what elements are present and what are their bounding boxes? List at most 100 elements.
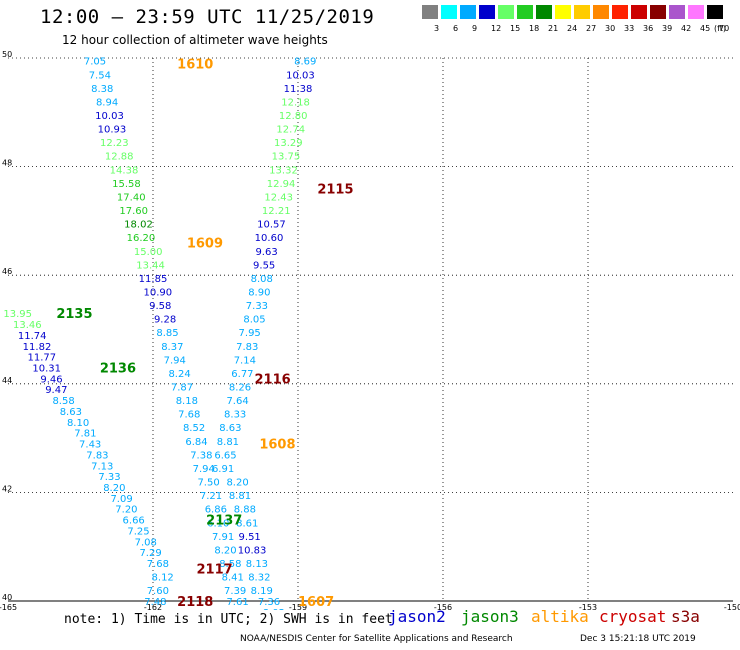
wave-height-value: 7.54 bbox=[89, 70, 111, 81]
wave-height-value: 8.20 bbox=[103, 483, 125, 494]
scale-label: 30 bbox=[605, 24, 616, 33]
scale-label: 18 bbox=[529, 24, 540, 33]
wave-height-value: 6.66 bbox=[123, 516, 145, 527]
chart-title: 12:00 – 23:59 UTC 11/25/2019 bbox=[40, 6, 375, 28]
pass-label: 2118 bbox=[177, 595, 213, 610]
wave-height-value: 12.23 bbox=[100, 138, 129, 149]
wave-height-value: 10.31 bbox=[32, 364, 61, 375]
scale-swatch bbox=[498, 5, 514, 19]
wave-height-value: 8.24 bbox=[168, 369, 190, 380]
wave-height-value: 9.46 bbox=[40, 374, 62, 385]
wave-height-value: 8.20 bbox=[214, 545, 236, 556]
wave-height-value: 7.95 bbox=[239, 328, 261, 339]
scale-label: 36 bbox=[643, 24, 654, 33]
wave-height-value: 7.14 bbox=[234, 355, 256, 366]
chart-subtitle: 12 hour collection of altimeter wave hei… bbox=[62, 33, 328, 47]
x-tick-label: -150 bbox=[724, 603, 740, 610]
wave-height-value: 8.90 bbox=[248, 287, 270, 298]
x-tick-label: -159 bbox=[289, 603, 307, 610]
scale-swatch bbox=[536, 5, 552, 19]
scale-swatch bbox=[460, 5, 476, 19]
wave-height-value: 7.29 bbox=[139, 548, 161, 559]
wave-height-value: 13.32 bbox=[269, 165, 298, 176]
pass-label: 1610 bbox=[177, 57, 213, 72]
wave-height-value: 7.25 bbox=[127, 526, 149, 537]
wave-height-value: 8.37 bbox=[161, 342, 183, 353]
units-note: note: 1) Time is in UTC; 2) SWH is in fe… bbox=[64, 612, 393, 627]
y-tick-label: 44 bbox=[2, 376, 12, 385]
scale-label: 70 bbox=[719, 24, 730, 33]
wave-height-value: 17.40 bbox=[117, 192, 146, 203]
wave-height-value: 7.05 bbox=[84, 57, 106, 68]
scale-swatch bbox=[593, 5, 609, 19]
wave-height-value: 10.60 bbox=[255, 233, 284, 244]
wave-height-value: 16.20 bbox=[127, 233, 156, 244]
wave-height-value: 17.60 bbox=[119, 206, 148, 217]
wave-height-value: 18.02 bbox=[124, 220, 153, 231]
scale-label: 42 bbox=[681, 24, 692, 33]
wave-height-value: 8.10 bbox=[67, 418, 89, 429]
wave-height-value: 10.03 bbox=[286, 70, 315, 81]
wave-height-value: 7.09 bbox=[110, 494, 132, 505]
wave-height-value: 7.91 bbox=[212, 532, 234, 543]
scale-swatch bbox=[574, 5, 590, 19]
wave-height-value: 8.19 bbox=[251, 586, 273, 597]
wave-height-value: 12.80 bbox=[279, 111, 308, 122]
wave-height-value: 10.57 bbox=[257, 220, 286, 231]
wave-height-value: 11.77 bbox=[28, 353, 57, 364]
scale-label: 12 bbox=[491, 24, 502, 33]
pass-label: 1607 bbox=[298, 595, 334, 610]
wave-height-value: 6.91 bbox=[212, 464, 234, 475]
scale-swatch bbox=[422, 5, 438, 19]
wave-height-value: 13.75 bbox=[272, 152, 301, 163]
scale-swatch bbox=[612, 5, 628, 19]
wave-height-value: 7.13 bbox=[91, 461, 113, 472]
wave-height-value: 8.08 bbox=[251, 274, 273, 285]
wave-height-value: 10.03 bbox=[95, 111, 124, 122]
wave-height-value: 7.94 bbox=[164, 355, 186, 366]
wave-height-value: 14.38 bbox=[110, 165, 139, 176]
x-tick-label: -165 bbox=[0, 603, 17, 610]
scale-swatch bbox=[707, 5, 723, 19]
wave-height-value: 8.26 bbox=[229, 383, 251, 394]
x-tick-label: -153 bbox=[579, 603, 597, 610]
scale-swatch bbox=[669, 5, 685, 19]
wave-height-value: 8.58 bbox=[219, 559, 241, 570]
wave-height-value: 7.38 bbox=[190, 450, 212, 461]
mission-altika: altika bbox=[531, 607, 589, 626]
y-tick-label: 40 bbox=[2, 593, 12, 602]
wave-height-value: 8.94 bbox=[96, 97, 118, 108]
wave-height-value: 7.36 bbox=[258, 597, 280, 608]
wave-height-value: 8.41 bbox=[222, 573, 244, 584]
wave-height-value: 8.88 bbox=[234, 505, 256, 516]
wave-height-value: 10.83 bbox=[238, 545, 267, 556]
wave-height-value: 7.39 bbox=[224, 586, 246, 597]
wave-height-value: 6.10 bbox=[207, 518, 229, 529]
scale-label: 15 bbox=[510, 24, 521, 33]
wave-height-value: 10.90 bbox=[144, 287, 173, 298]
wave-height-value: 7.43 bbox=[79, 440, 101, 451]
pass-label: 1608 bbox=[259, 438, 295, 453]
wave-height-value: 12.18 bbox=[281, 97, 310, 108]
wave-height-value: 12.43 bbox=[264, 192, 293, 203]
wave-height-value: 8.20 bbox=[226, 478, 248, 489]
wave-height-value: 7.20 bbox=[115, 505, 137, 516]
wave-height-value: 7.81 bbox=[74, 429, 96, 440]
wave-height-value: 8.63 bbox=[219, 423, 241, 434]
wave-height-value: 8.63 bbox=[60, 407, 82, 418]
y-tick-label: 50 bbox=[2, 50, 12, 59]
wave-height-value: 11.74 bbox=[18, 331, 47, 342]
wave-height-value: 9.51 bbox=[239, 532, 261, 543]
wave-height-value: 13.95 bbox=[3, 309, 32, 320]
wave-height-value: 8.81 bbox=[229, 491, 251, 502]
scale-swatch bbox=[441, 5, 457, 19]
wave-height-value: 9.28 bbox=[154, 315, 176, 326]
wave-height-value: 7.21 bbox=[200, 491, 222, 502]
scale-label: 24 bbox=[567, 24, 578, 33]
scale-label: 6 bbox=[453, 24, 459, 33]
pass-label: 2117 bbox=[197, 562, 233, 577]
wave-height-value: 8.85 bbox=[156, 328, 178, 339]
wave-height-value: 8.32 bbox=[248, 573, 270, 584]
wave-height-value: 8.18 bbox=[176, 396, 198, 407]
wave-height-value: 11.82 bbox=[23, 342, 52, 353]
